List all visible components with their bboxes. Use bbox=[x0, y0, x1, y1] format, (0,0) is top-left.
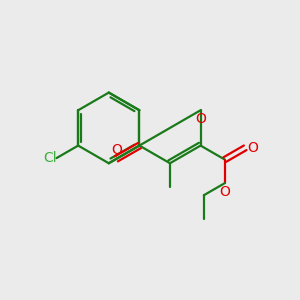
Text: O: O bbox=[248, 141, 258, 155]
Text: O: O bbox=[219, 185, 230, 200]
Text: O: O bbox=[111, 143, 122, 158]
Text: O: O bbox=[195, 112, 206, 126]
Text: Cl: Cl bbox=[43, 151, 56, 165]
